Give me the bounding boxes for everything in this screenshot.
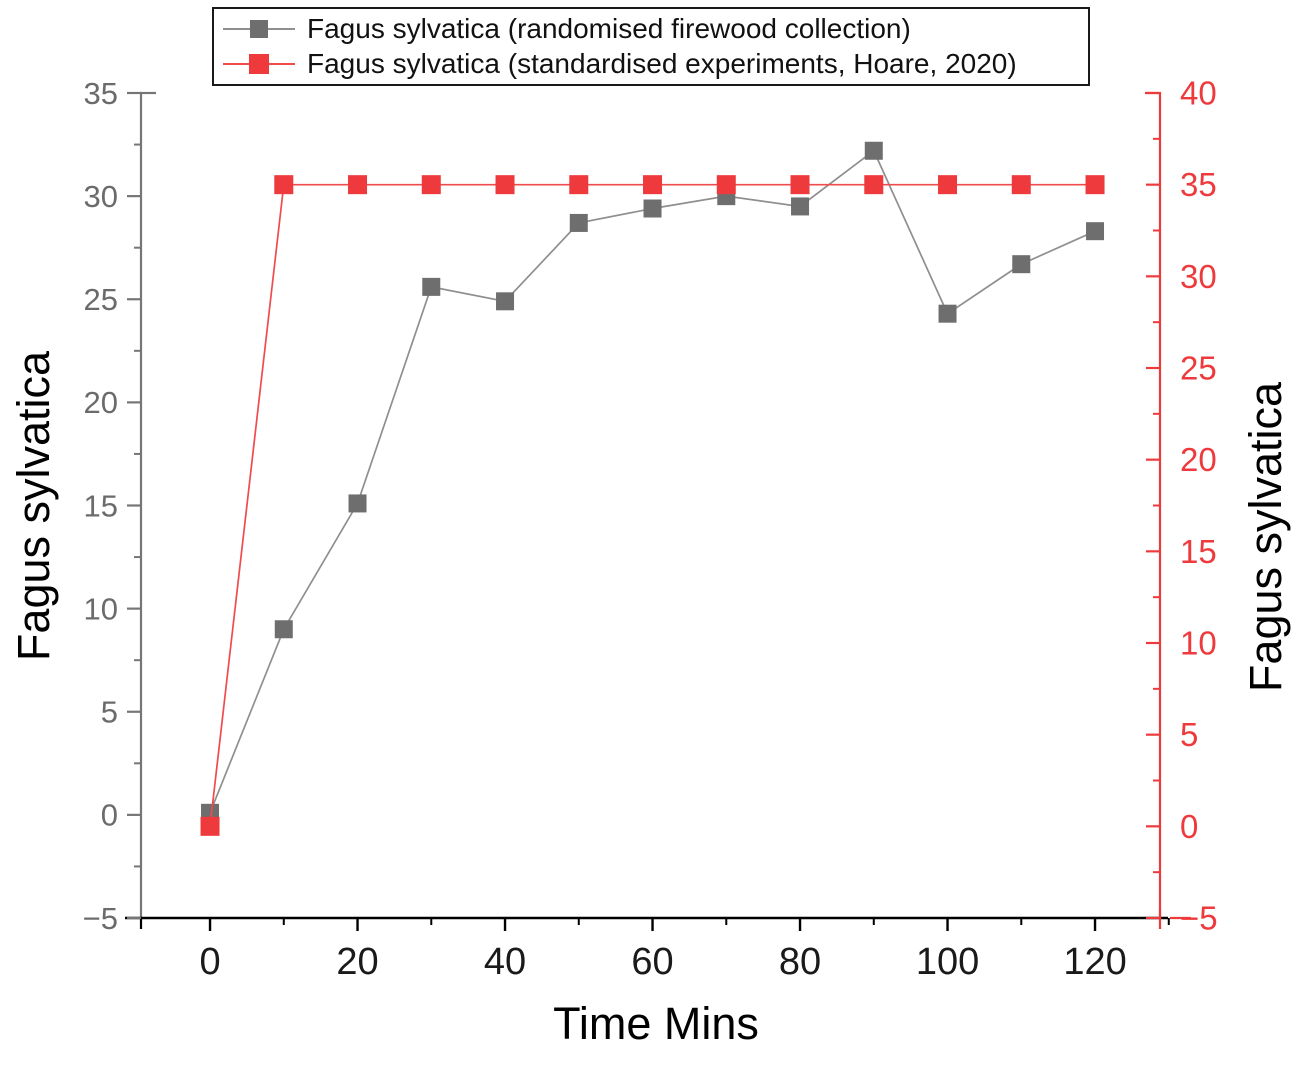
y-left-tick-label: 5 [101,695,118,730]
y-right-tick-label: −5 [1180,900,1218,937]
legend-marker-icon [223,18,295,40]
series-marker-1 [864,175,884,195]
series-marker-0 [791,197,810,216]
series-marker-1 [421,175,441,195]
series-marker-1 [348,175,368,195]
legend-label: Fagus sylvatica (standardised experiment… [307,48,1017,80]
y-left-tick-label: 35 [84,76,118,111]
legend-marker-icon [223,53,295,75]
x-tick-label: 40 [484,941,526,983]
x-tick-label: 80 [779,941,821,983]
y-right-tick-label: 0 [1180,808,1198,845]
series-line-1 [209,183,1096,827]
y-left-tick-label: 15 [84,488,118,523]
series-marker-1 [938,175,958,195]
y-right-tick-label: 15 [1180,533,1217,570]
series-marker-1 [643,175,663,195]
y-left-tick-label: 20 [84,385,118,420]
x-tick-label: 60 [631,941,673,983]
y-axis-title-left: Fagus sylvatica [8,350,59,662]
x-tick-label: 120 [1063,941,1126,983]
y-left-tick-label: −5 [83,901,118,936]
y-left-tick-label: 10 [84,591,118,626]
series-marker-0 [1012,255,1031,274]
series-marker-0 [938,304,957,323]
y-left-tick-label: 25 [84,282,118,317]
series-marker-0 [569,213,588,232]
y-left-tick-label: 0 [101,798,118,833]
series-marker-1 [495,175,515,195]
y-left-tick-label: 30 [84,179,118,214]
legend-item: Fagus sylvatica (randomised firewood col… [214,13,1088,45]
legend-item: Fagus sylvatica (standardised experiment… [214,48,1088,80]
series-marker-1 [790,175,810,195]
series-marker-1 [569,175,589,195]
y-right-tick-label: 5 [1180,716,1198,753]
y-right-tick-label: 30 [1180,258,1217,295]
y-right-tick-label: 40 [1180,75,1217,112]
x-axis-title: Time Mins [553,998,759,1049]
series-marker-0 [643,199,662,218]
x-tick-label: 20 [336,941,378,983]
series-marker-0 [422,277,441,296]
series-marker-1 [274,175,294,195]
series-marker-0 [496,292,515,311]
y-right-tick-label: 35 [1180,166,1217,203]
legend-square-icon [250,19,268,38]
series-marker-1 [1085,175,1105,195]
y-right-tick-label: 25 [1180,350,1217,387]
legend-square-icon [249,54,269,75]
y-right-tick-label: 10 [1180,625,1217,662]
y-right-tick-label: 20 [1180,441,1217,478]
series-marker-0 [348,494,367,513]
series-marker-1 [200,816,220,836]
y-axis-title-right: Fagus sylvatica [1240,381,1291,693]
series-marker-1 [716,175,736,195]
legend-label: Fagus sylvatica (randomised firewood col… [307,12,911,44]
x-tick-label: 0 [199,941,220,983]
x-tick-label: 100 [916,941,979,983]
series-marker-0 [864,141,883,160]
series-line-0 [209,149,1096,814]
legend: Fagus sylvatica (randomised firewood col… [212,7,1090,86]
series-marker-0 [274,620,293,639]
series-marker-1 [1011,175,1031,195]
series-marker-0 [1086,222,1105,241]
